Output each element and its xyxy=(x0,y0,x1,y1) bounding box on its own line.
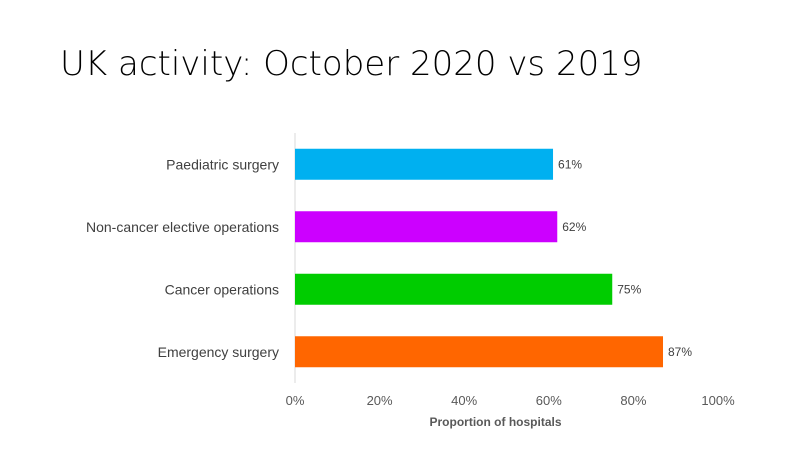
bar-emergency-surgery xyxy=(295,336,664,368)
x-tick-label: 20% xyxy=(367,393,393,408)
bar-non-cancer-elective-operations xyxy=(295,211,558,243)
category-label: Emergency surgery xyxy=(158,344,279,360)
category-label: Paediatric surgery xyxy=(166,156,279,172)
category-label: Non-cancer elective operations xyxy=(86,219,279,235)
value-label: 87% xyxy=(668,345,692,359)
x-axis-title: Proportion of hospitals xyxy=(430,415,562,429)
value-labels-group: 61% 62% 75% 87% xyxy=(558,157,692,359)
value-label: 61% xyxy=(558,157,582,171)
x-tick-label: 80% xyxy=(620,393,646,408)
category-label: Cancer operations xyxy=(165,281,279,297)
bars-group xyxy=(295,148,664,368)
bar-paediatric-surgery xyxy=(295,148,554,180)
x-tick-label: 60% xyxy=(536,393,562,408)
category-labels-group: Paediatric surgery Non-cancer elective op… xyxy=(86,156,279,360)
page-title: UK activity: October 2020 vs 2019 xyxy=(60,44,643,84)
bar-cancer-operations xyxy=(295,273,613,305)
value-label: 62% xyxy=(562,220,586,234)
value-label: 75% xyxy=(617,282,641,296)
x-tick-labels-group: 0% 20% 40% 60% 80% 100% xyxy=(286,393,735,408)
x-tick-label: 0% xyxy=(286,393,305,408)
x-tick-label: 40% xyxy=(451,393,477,408)
x-tick-label: 100% xyxy=(701,393,735,408)
